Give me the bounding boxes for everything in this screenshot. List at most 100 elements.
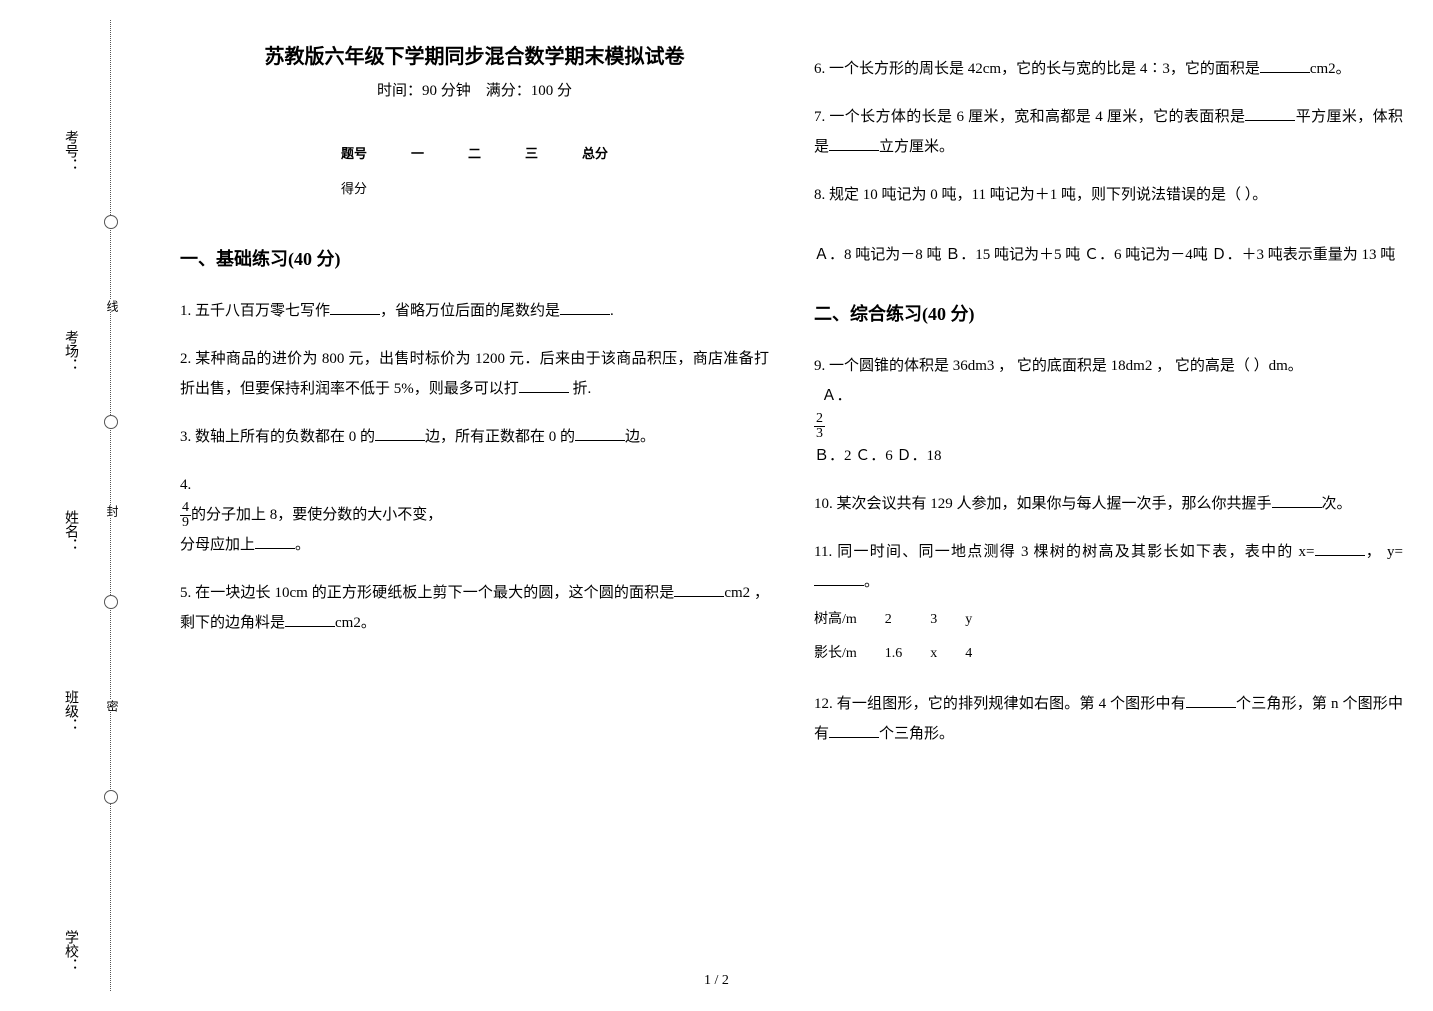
q4-label: 4.: [180, 477, 191, 493]
cell: x: [930, 637, 965, 671]
section-2-title: 二、综合练习(40 分): [814, 300, 1403, 326]
cell: y: [965, 603, 1000, 637]
cell: 树高/m: [814, 603, 885, 637]
question-8: 8. 规定 10 吨记为 0 吨，11 吨记为＋1 吨，则下列说法错误的是（ ）…: [814, 180, 1403, 270]
blank: [829, 722, 879, 738]
q5-pre: 5. 在一块边长 10cm 的正方形硬纸板上剪下一个最大的圆，这个圆的面积是: [180, 585, 674, 601]
blank: [1245, 105, 1295, 121]
fold-circle-icon: [104, 415, 118, 429]
question-11: 11. 同一时间、同一地点测得 3 棵树的树高及其影长如下表，表中的 x= ， y…: [814, 537, 1403, 671]
blank: [575, 425, 625, 441]
exam-title: 苏教版六年级下学期同步混合数学期末模拟试卷: [180, 40, 769, 69]
question-3: 3. 数轴上所有的负数都在 0 的 边，所有正数都在 0 的 边。: [180, 422, 769, 452]
q1-post: .: [610, 303, 614, 319]
fraction-2-3: 2 3: [814, 412, 825, 441]
cell: 2: [885, 603, 931, 637]
right-column: 6. 一个长方形的周长是 42cm，它的长与宽的比是 4∶3，它的面积是 cm2。…: [814, 40, 1403, 951]
q8-opts: Ａ．8 吨记为－8 吨 Ｂ．15 吨记为＋5 吨 Ｃ．6 吨记为－4吨 Ｄ．＋3…: [814, 247, 1395, 263]
q6-pre: 6. 一个长方形的周长是 42cm，它的长与宽的比是 4∶3，它的面积是: [814, 61, 1260, 77]
blank: [330, 299, 380, 315]
q12-post: 个三角形。: [879, 726, 954, 742]
score-th: 总分: [560, 135, 630, 170]
blank: [674, 581, 724, 597]
q9-opts-rest: Ｂ．2 Ｃ．6 Ｄ．18: [814, 448, 942, 464]
binding-strip: 考号： 考场： 姓名： 班级： 学校： 线 封 密: [60, 0, 140, 1011]
cell: 3: [930, 603, 965, 637]
q11-mid: ， y=: [1365, 544, 1403, 560]
blank: [1272, 492, 1322, 508]
question-4: 4. 4 9 的分子加上 8，要使分数的大小不变， 分母应加上。: [180, 470, 769, 560]
page-number: 1 / 2: [0, 973, 1433, 989]
cell: 影长/m: [814, 637, 885, 671]
question-2: 2. 某种商品的进价为 800 元，出售时标价为 1200 元．后来由于该商品积…: [180, 344, 769, 404]
binding-label-name: 姓名：: [60, 510, 80, 552]
score-th: 三: [503, 135, 560, 170]
q2-pre: 2. 某种商品的进价为 800 元，出售时标价为 1200 元．后来由于该商品积…: [180, 351, 769, 397]
frac-den: 9: [180, 516, 191, 530]
cell: 1.6: [885, 637, 931, 671]
binding-label-room: 考场：: [60, 330, 80, 372]
q7-pre: 7. 一个长方体的长是 6 厘米，宽和高都是 4 厘米，它的表面积是: [814, 109, 1245, 125]
score-cell: [560, 170, 630, 205]
q3-pre: 3. 数轴上所有的负数都在 0 的: [180, 429, 375, 445]
q5-u2: cm2。: [335, 615, 376, 631]
exam-page: 考号： 考场： 姓名： 班级： 学校： 线 封 密 苏教版六年级下学期同步混合数…: [0, 0, 1433, 1011]
score-th: 二: [446, 135, 503, 170]
q1-mid: ，省略万位后面的尾数约是: [380, 303, 560, 319]
fold-circle-icon: [104, 790, 118, 804]
question-6: 6. 一个长方形的周长是 42cm，它的长与宽的比是 4∶3，它的面积是 cm2。: [814, 54, 1403, 84]
q2-post: 折.: [569, 381, 592, 397]
blank: [519, 377, 569, 393]
blank: [255, 533, 295, 549]
q3-mid: 边，所有正数都在 0 的: [425, 429, 575, 445]
left-column: 苏教版六年级下学期同步混合数学期末模拟试卷 时间：90 分钟 满分：100 分 …: [180, 40, 769, 951]
fold-circle-icon: [104, 595, 118, 609]
question-5: 5. 在一块边长 10cm 的正方形硬纸板上剪下一个最大的圆，这个圆的面积是 cm…: [180, 578, 769, 638]
section-1-title: 一、基础练习(40 分): [180, 245, 769, 271]
exam-subtitle: 时间：90 分钟 满分：100 分: [180, 79, 769, 100]
question-7: 7. 一个长方体的长是 6 厘米，宽和高都是 4 厘米，它的表面积是平方厘米，体…: [814, 102, 1403, 162]
blank: [1186, 692, 1236, 708]
cell: 4: [965, 637, 1000, 671]
q10-post: 次。: [1322, 496, 1352, 512]
exam-fullmark: 满分：100 分: [486, 83, 572, 99]
q11-pre: 11. 同一时间、同一地点测得 3 棵树的树高及其影长如下表，表中的 x=: [814, 544, 1315, 560]
seal-word-mi: 密: [104, 700, 121, 712]
seal-word-line: 线: [104, 300, 121, 312]
question-10: 10. 某次会议共有 129 人参加，如果你与每人握一次手，那么你共握手 次。: [814, 489, 1403, 519]
score-table: 题号 一 二 三 总分 得分: [319, 135, 630, 205]
q1-pre: 1. 五千八百万零七写作: [180, 303, 330, 319]
q10-pre: 10. 某次会议共有 129 人参加，如果你与每人握一次手，那么你共握手: [814, 496, 1272, 512]
q12-pre: 12. 有一组图形，它的排列规律如右图。第 4 个图形中有: [814, 696, 1186, 712]
question-12: 12. 有一组图形，它的排列规律如右图。第 4 个图形中有个三角形，第 n 个图…: [814, 689, 1403, 749]
score-cell: [446, 170, 503, 205]
blank: [560, 299, 610, 315]
fold-circle-icon: [104, 215, 118, 229]
exam-time: 时间：90 分钟: [377, 83, 471, 99]
content-columns: 苏教版六年级下学期同步混合数学期末模拟试卷 时间：90 分钟 满分：100 分 …: [180, 40, 1403, 951]
q9-optA-label: Ａ．: [822, 388, 852, 404]
q4-line2: 分母应加上: [180, 537, 255, 553]
blank: [1260, 57, 1310, 73]
q4-post: 。: [295, 537, 310, 553]
q3-post: 边。: [625, 429, 655, 445]
score-cell: [389, 170, 446, 205]
q6-unit: cm2。: [1310, 61, 1351, 77]
question-1: 1. 五千八百万零七写作 ，省略万位后面的尾数约是.: [180, 296, 769, 326]
blank: [285, 611, 335, 627]
score-th: 一: [389, 135, 446, 170]
binding-label-exam-id: 考号：: [60, 130, 80, 172]
blank: [814, 570, 864, 586]
frac-num: 2: [814, 412, 825, 427]
score-th: 题号: [319, 135, 389, 170]
binding-label-school: 学校：: [60, 930, 80, 972]
blank: [829, 135, 879, 151]
q8-pre: 8. 规定 10 吨记为 0 吨，11 吨记为＋1 吨，则下列说法错误的是（ ）…: [814, 187, 1267, 203]
seal-word-feng: 封: [104, 505, 121, 517]
score-row2-label: 得分: [319, 170, 389, 205]
q11-table: 树高/m 2 3 y 影长/m 1.6 x 4: [814, 603, 1000, 671]
frac-den: 3: [814, 427, 825, 441]
binding-label-class: 班级：: [60, 690, 80, 732]
score-cell: [503, 170, 560, 205]
q9-pre: 9. 一个圆锥的体积是 36dm3 ， 它的底面积是 18dm2 ， 它的高是（…: [814, 358, 1303, 374]
